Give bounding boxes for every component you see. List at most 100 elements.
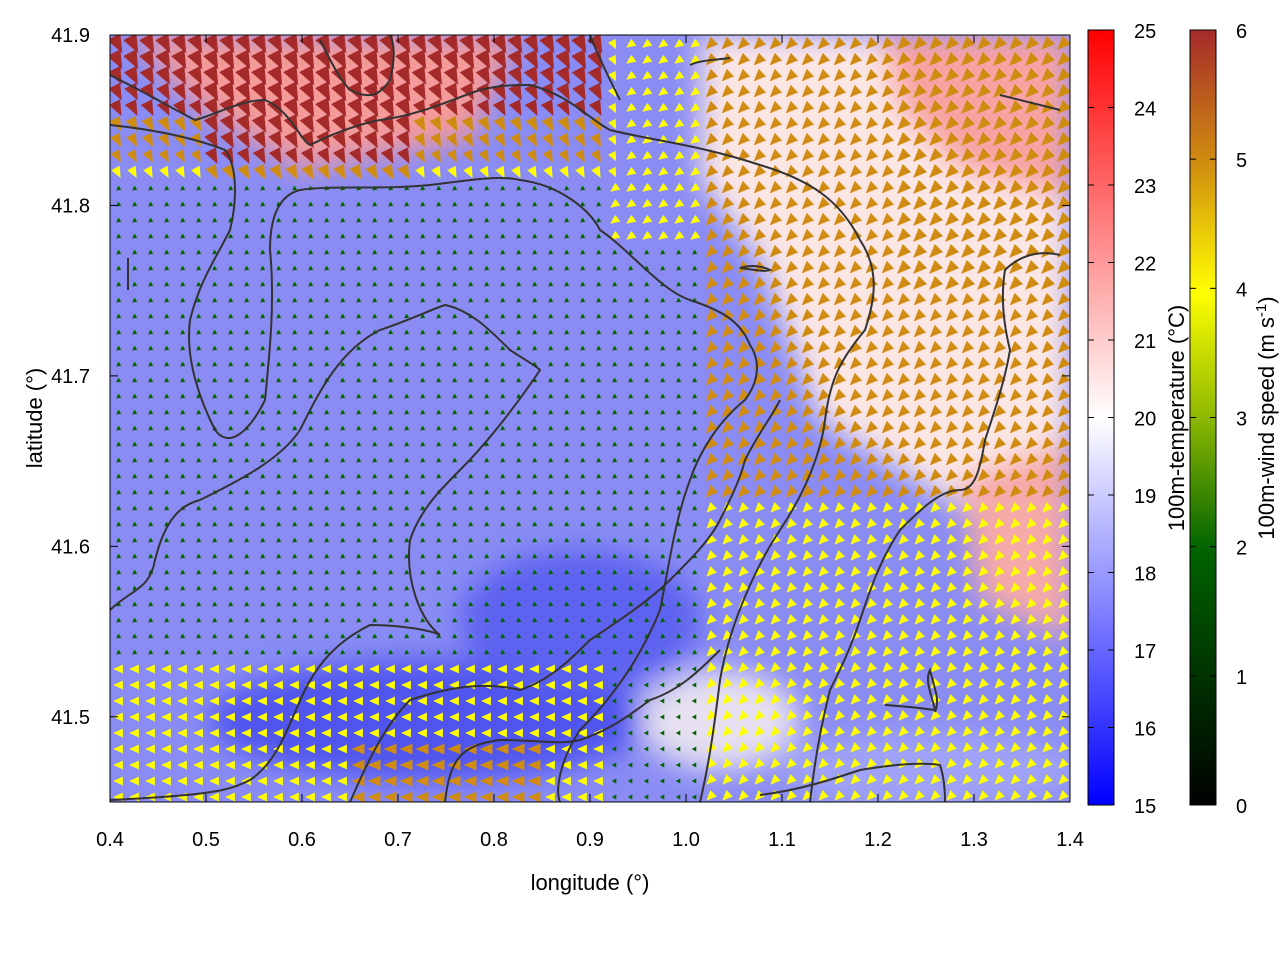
wind-vector	[292, 297, 298, 303]
wind-vector	[628, 329, 634, 335]
wind-vector	[1041, 388, 1055, 402]
wind-vector	[753, 388, 767, 402]
colorbar-tick-label: 16	[1134, 719, 1156, 741]
wind-vector	[347, 114, 362, 133]
wind-vector	[564, 521, 570, 527]
wind-vector	[116, 633, 122, 639]
wind-vector	[753, 340, 767, 354]
wind-vector	[690, 166, 701, 176]
wind-vector	[642, 102, 653, 112]
wind-vector	[244, 217, 250, 223]
wind-vector	[561, 712, 571, 722]
wind-vector	[244, 297, 250, 303]
wind-vector	[420, 473, 426, 479]
wind-vector	[404, 585, 410, 591]
wind-vector	[564, 265, 570, 271]
wind-vector	[212, 393, 218, 399]
wind-vector	[180, 425, 186, 431]
wind-vector	[962, 614, 973, 625]
wind-vector	[161, 728, 171, 738]
wind-vector	[244, 649, 250, 655]
wind-vector	[452, 377, 458, 383]
wind-vector	[1009, 420, 1023, 434]
wind-vector	[180, 489, 186, 495]
wind-vector	[494, 132, 506, 147]
wind-vector	[180, 297, 186, 303]
wind-vector	[961, 420, 975, 434]
wind-vector	[276, 233, 282, 239]
wind-vector	[212, 217, 218, 223]
wind-vector	[523, 35, 539, 54]
wind-vector	[513, 664, 523, 674]
wind-vector	[468, 569, 474, 575]
wind-vector	[692, 265, 698, 271]
wind-vector	[628, 457, 634, 463]
wind-vector	[1041, 163, 1056, 178]
wind-vector	[590, 132, 602, 147]
wind-vector	[627, 698, 633, 704]
wind-vector	[753, 468, 767, 482]
wind-vector	[608, 70, 617, 82]
wind-vector	[308, 489, 314, 495]
wind-vector	[308, 361, 314, 367]
wind-vector	[946, 582, 957, 593]
wind-vector	[612, 409, 618, 415]
wind-vector	[347, 97, 363, 118]
wind-vector	[881, 308, 895, 322]
wind-vector	[516, 489, 522, 495]
wind-vector	[961, 195, 976, 210]
wind-vector	[898, 550, 909, 561]
wind-vector	[962, 566, 973, 577]
wind-vector	[333, 163, 346, 180]
wind-vector	[929, 243, 944, 258]
y-tick-label: 41.8	[51, 195, 90, 217]
wind-vector	[204, 130, 218, 149]
wind-vector	[1058, 694, 1069, 705]
wind-vector	[292, 185, 298, 191]
colorbar-tick-label: 23	[1134, 176, 1156, 198]
wind-vector	[164, 329, 170, 335]
wind-vector	[898, 678, 909, 689]
wind-vector	[1042, 790, 1053, 801]
wind-vector	[706, 694, 717, 705]
wind-vector	[324, 361, 330, 367]
wind-vector	[914, 726, 925, 737]
wind-vector	[961, 163, 976, 178]
wind-vector	[244, 537, 250, 543]
wind-vector	[260, 505, 266, 511]
wind-vector	[1057, 372, 1070, 386]
wind-vector	[913, 324, 927, 338]
wind-vector	[946, 694, 957, 705]
wind-vector	[833, 68, 847, 82]
wind-vector	[785, 116, 799, 130]
wind-vector	[929, 147, 944, 162]
wind-vector	[212, 265, 218, 271]
wind-vector	[660, 409, 666, 415]
wind-vector	[132, 457, 138, 463]
wind-vector	[897, 372, 911, 386]
wind-vector	[340, 361, 346, 367]
wind-vector	[399, 791, 413, 802]
wind-vector	[1025, 404, 1039, 418]
wind-vector	[180, 233, 186, 239]
wind-vector	[770, 678, 781, 689]
wind-vector	[260, 265, 266, 271]
wind-vector	[978, 614, 989, 625]
wind-vector	[436, 441, 442, 447]
wind-vector	[849, 164, 863, 178]
wind-vector	[692, 393, 698, 399]
wind-vector	[436, 297, 442, 303]
wind-vector	[1009, 243, 1024, 258]
wind-vector	[628, 569, 634, 575]
wind-vector	[977, 308, 991, 322]
wind-vector	[177, 728, 187, 738]
wind-vector	[260, 281, 266, 287]
wind-vector	[611, 666, 617, 672]
wind-vector	[612, 553, 618, 559]
wind-vector	[452, 521, 458, 527]
wind-vector	[177, 744, 187, 754]
wind-vector	[436, 201, 442, 207]
wind-vector	[627, 730, 633, 736]
wind-vector	[754, 630, 765, 641]
wind-vector	[539, 66, 554, 85]
